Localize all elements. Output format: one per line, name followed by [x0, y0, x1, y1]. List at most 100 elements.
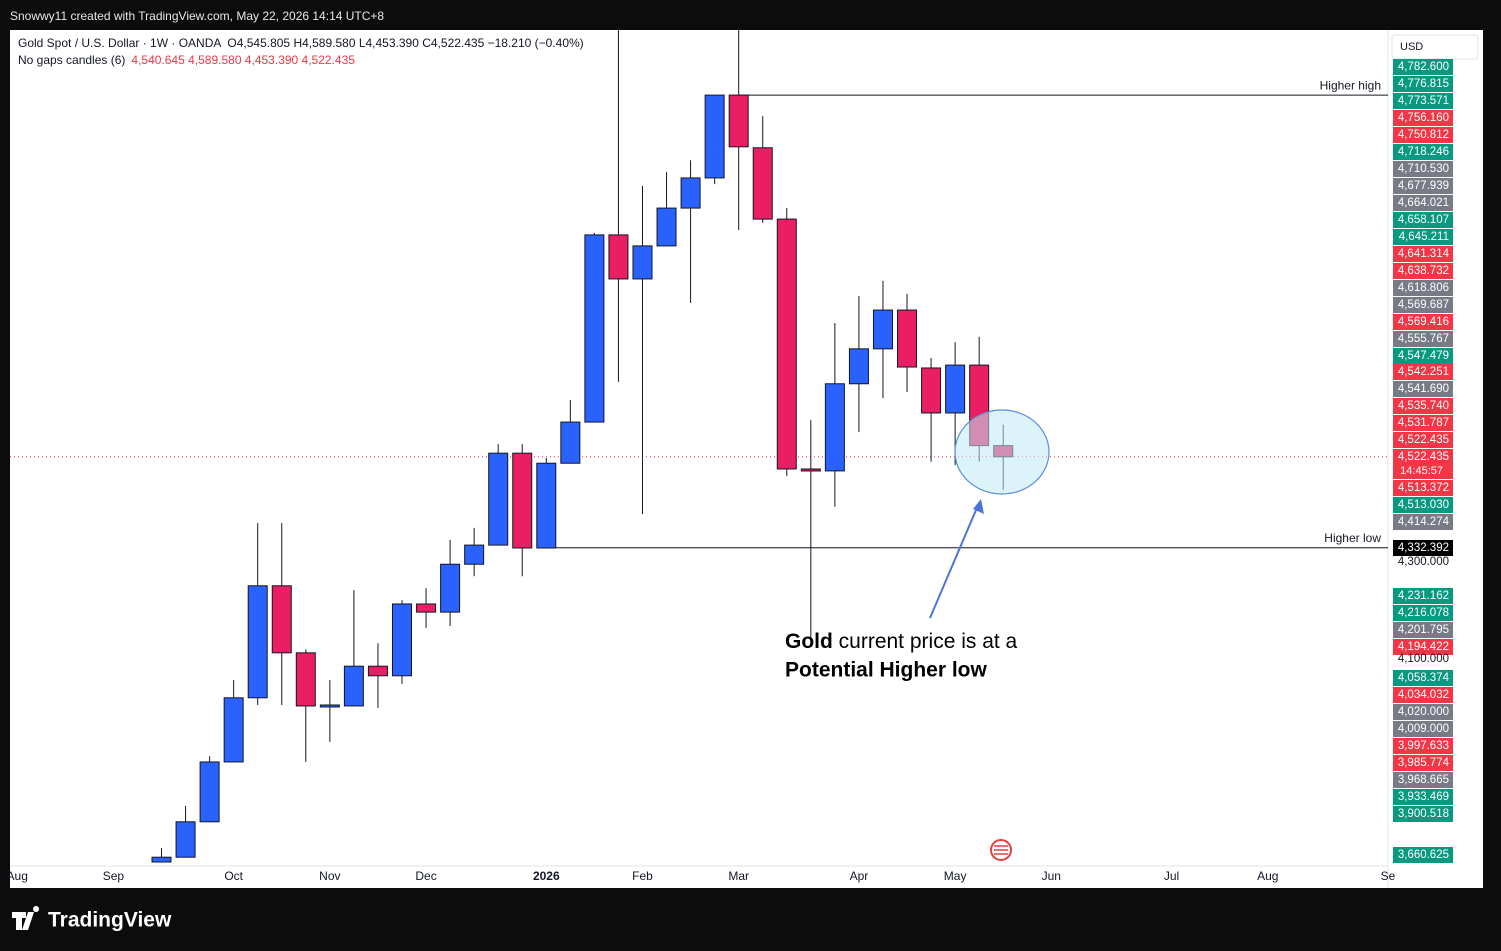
currency[interactable]: USD	[1400, 41, 1423, 53]
candle-body	[223, 697, 244, 763]
axis-label: 4,718.246	[1398, 146, 1449, 158]
axis-label: 3,997.633	[1398, 740, 1449, 752]
axis-label: 4,194.422	[1398, 641, 1449, 653]
x-tick-label: Jul	[1164, 869, 1179, 883]
axis-label-box	[1393, 639, 1453, 655]
axis-label-box	[1393, 59, 1453, 75]
axis-label-box	[1393, 229, 1453, 245]
candle-body	[512, 452, 533, 549]
countdown: 14:45:57	[1400, 465, 1443, 477]
axis-label: 3,900.518	[1398, 808, 1449, 820]
axis-label: 4,569.416	[1398, 316, 1449, 328]
x-tick-label: Apr	[850, 869, 869, 883]
axis-label-box	[1393, 605, 1453, 621]
x-tick-label: Jun	[1042, 869, 1061, 883]
axis-label: 4,201.795	[1398, 624, 1449, 636]
candle-body	[776, 218, 797, 470]
axis-label: 4,658.107	[1398, 214, 1449, 226]
candle-body	[872, 309, 893, 350]
axis-label: 4,547.479	[1398, 350, 1449, 362]
axis-label-box	[1393, 449, 1453, 465]
axis-label-box	[1393, 161, 1453, 177]
annotation-line-2: Potential Higher low	[785, 659, 988, 682]
candle-body	[271, 585, 292, 654]
axis-label-box	[1393, 847, 1453, 863]
axis-label-box	[1393, 622, 1453, 638]
axis-label: 4,638.732	[1398, 265, 1449, 277]
axis-label: 4,300.000	[1398, 556, 1449, 568]
x-tick-label: 2026	[533, 869, 560, 883]
axis-label: 4,677.939	[1398, 180, 1449, 192]
candle-body	[175, 821, 196, 858]
axis-label: 4,216.078	[1398, 607, 1449, 619]
axis-label-box	[1393, 110, 1453, 126]
x-tick-label: Aug	[1257, 869, 1278, 883]
candle-body	[800, 468, 821, 472]
axis-label: 4,555.767	[1398, 333, 1449, 345]
axis-label-box	[1393, 246, 1453, 262]
candle-body	[608, 234, 629, 280]
axis-label: 4,535.740	[1398, 400, 1449, 412]
candle-body	[560, 421, 581, 464]
axis-label: 4,776.815	[1398, 78, 1449, 90]
brand-logo	[12, 906, 40, 930]
candle-body	[536, 462, 557, 549]
axis-label: 4,332.392	[1398, 542, 1449, 554]
candle-body	[440, 563, 461, 613]
overlay: Gold Spot / U.S. Dollar · 1W · OANDA O4,5…	[12, 34, 1479, 932]
candle-body	[632, 245, 653, 280]
countdown-box	[1393, 464, 1453, 479]
axis-label: 4,522.435	[1398, 451, 1449, 463]
axis-label-box	[1393, 178, 1453, 194]
axis-label: 4,231.162	[1398, 590, 1449, 602]
candle-body	[680, 177, 701, 209]
axis-label-box	[1393, 144, 1453, 160]
candle-body	[848, 348, 869, 385]
axis-label-box	[1393, 514, 1453, 530]
axis-label: 4,542.251	[1398, 366, 1449, 378]
axis-label-box	[1393, 738, 1453, 754]
axis-label-box	[1393, 93, 1453, 109]
x-tick-label: Aug	[7, 869, 28, 883]
axis-label-box	[1393, 755, 1453, 771]
level-label: Higher high	[1320, 78, 1381, 92]
candle-body	[247, 585, 268, 699]
x-tick-label: Mar	[728, 869, 749, 883]
symbol: Gold Spot / U.S. Dollar · 1W · OANDA	[18, 36, 221, 50]
candle-body	[945, 364, 966, 414]
candle-body	[488, 452, 509, 546]
axis-label: 4,618.806	[1398, 282, 1449, 294]
candle-body	[921, 367, 942, 414]
axis-label: 4,756.160	[1398, 112, 1449, 124]
axis-label-box	[1393, 280, 1453, 296]
axis-label-box	[1393, 670, 1453, 686]
candle-body	[752, 147, 773, 220]
candle-body	[416, 603, 437, 613]
axis-label: 3,660.625	[1398, 849, 1449, 861]
axis-label-box	[1393, 806, 1453, 822]
axis-label-box	[1393, 588, 1453, 604]
event-flag-stripes	[994, 845, 1008, 855]
x-tick-label: Nov	[319, 869, 340, 883]
axis-label-box	[1393, 721, 1453, 737]
axis-label: 3,968.665	[1398, 774, 1449, 786]
axis-label-box	[1393, 540, 1453, 556]
axis-label-box	[1393, 687, 1453, 703]
candle-body	[656, 207, 677, 247]
indicator-name: No gaps candles (6)	[18, 53, 125, 67]
x-tick-label: Oct	[224, 869, 243, 883]
axis-label: 4,513.030	[1398, 499, 1449, 511]
axis-label-box	[1393, 415, 1453, 431]
axis-label: 4,414.274	[1398, 516, 1450, 528]
arrow-head	[973, 499, 984, 514]
axis-label: 4,710.530	[1398, 163, 1449, 175]
annotation-bold: Gold	[785, 630, 833, 653]
axis-label-box	[1393, 789, 1453, 805]
x-tick-label: Dec	[415, 869, 436, 883]
indicator-values: 4,540.645 4,589.580 4,453.390 4,522.435	[131, 53, 355, 67]
axis-label-box	[1393, 212, 1453, 228]
candle-body	[824, 383, 845, 472]
axis-label: 3,933.469	[1398, 791, 1449, 803]
axis-label-box	[1393, 195, 1453, 211]
axis-label: 4,058.374	[1398, 672, 1450, 684]
